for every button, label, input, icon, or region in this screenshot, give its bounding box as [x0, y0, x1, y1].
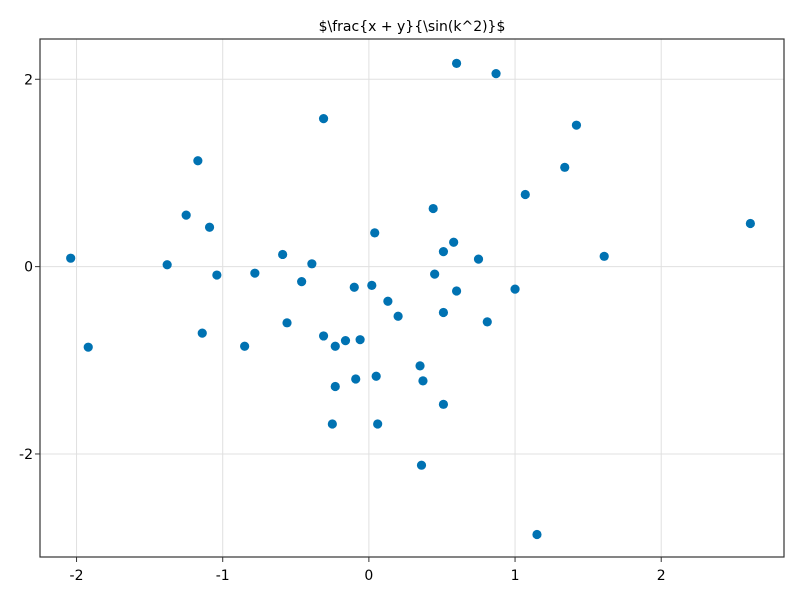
scatter-point	[571, 120, 582, 130]
x-tick-label: -2	[70, 568, 84, 584]
scatter-point	[482, 317, 492, 327]
scatter-point	[193, 156, 203, 166]
scatter-point	[599, 251, 609, 261]
scatter-point	[451, 58, 462, 68]
scatter-point	[330, 381, 340, 392]
scatter-point	[438, 307, 449, 318]
scatter-point	[307, 259, 317, 269]
y-tick-label: 0	[24, 260, 33, 276]
scatter-point	[197, 328, 207, 338]
scatter-point	[318, 331, 329, 341]
scatter-point	[181, 210, 191, 220]
scatter-point	[240, 341, 250, 351]
scatter-point	[491, 69, 501, 79]
scatter-point	[438, 399, 449, 409]
scatter-point	[83, 342, 93, 352]
chart-title: $\frac{x + y}{\sin(k^2)}$	[319, 19, 506, 35]
scatter-point	[560, 162, 570, 172]
scatter-point	[520, 189, 530, 200]
scatter-point	[370, 228, 380, 238]
x-tick-label: 2	[657, 568, 666, 584]
scatter-point	[510, 284, 520, 294]
scatter-point	[318, 114, 329, 124]
y-tick-label: -2	[19, 447, 33, 463]
axis-ticks: -2 -1 0 1 2 -2 0 2	[19, 72, 666, 584]
scatter-point	[367, 280, 377, 290]
scatter-point	[355, 335, 365, 345]
scatter-point	[204, 222, 215, 232]
scatter-point	[473, 254, 484, 264]
scatter-point	[416, 460, 427, 470]
scatter-point	[340, 336, 351, 346]
scatter-point	[373, 419, 383, 429]
scatter-point	[66, 253, 76, 263]
scatter-point	[330, 341, 340, 351]
scatter-point	[278, 249, 288, 260]
x-tick-label: -1	[216, 568, 230, 584]
data-points	[66, 58, 755, 540]
scatter-point	[418, 376, 428, 386]
plot-frame	[39, 38, 785, 558]
scatter-point	[297, 277, 307, 287]
scatter-point	[212, 270, 222, 280]
scatter-point	[327, 419, 337, 429]
scatter-point	[351, 374, 361, 384]
scatter-point	[415, 361, 425, 371]
x-tick-label: 1	[511, 568, 520, 584]
scatter-point	[162, 260, 172, 270]
scatter-point	[250, 268, 260, 278]
scatter-point	[449, 237, 459, 247]
scatter-point	[282, 318, 292, 328]
scatter-point	[430, 269, 440, 279]
y-tick-label: 2	[24, 72, 33, 88]
scatter-point	[383, 296, 393, 306]
scatter-point	[438, 247, 449, 257]
x-tick-label: 0	[364, 568, 373, 584]
scatter-point	[393, 311, 403, 321]
scatter-point	[371, 371, 381, 381]
scatter-point	[428, 203, 438, 214]
grid	[40, 39, 784, 557]
scatter-point	[349, 282, 359, 292]
scatter-point	[745, 218, 755, 229]
scatter-point	[451, 286, 462, 296]
scatter-point	[532, 529, 542, 540]
